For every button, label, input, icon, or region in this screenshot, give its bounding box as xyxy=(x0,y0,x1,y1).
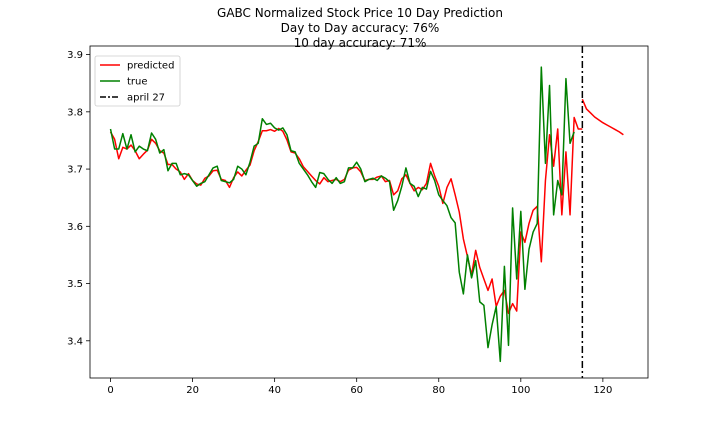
legend-label-predicted: predicted xyxy=(127,61,174,72)
series-line-forecast xyxy=(581,98,624,136)
x-tick-label: 0 xyxy=(107,385,113,396)
y-tick-label: 3.9 xyxy=(67,50,83,61)
x-tick-label: 120 xyxy=(593,385,612,396)
x-tick-label: 20 xyxy=(186,385,199,396)
legend: predicted true april 27 xyxy=(94,55,181,107)
y-tick-label: 3.4 xyxy=(67,336,83,347)
series-layer xyxy=(109,46,624,378)
chart-subtitle-line-2: 10 day accuracy: 71% xyxy=(293,36,427,50)
y-tick-label: 3.5 xyxy=(67,279,83,290)
axes-layer: 0 20 40 60 80 100 120 3.4 3.5 3.6 3.7 3.8 3.9 xyxy=(67,45,649,396)
legend-box xyxy=(94,55,181,107)
series-line-true xyxy=(109,66,575,363)
x-tick-label: 60 xyxy=(350,385,363,396)
legend-label-april-27: april 27 xyxy=(127,93,165,104)
legend-label-true: true xyxy=(127,77,148,88)
x-tick-label: 80 xyxy=(432,385,445,396)
x-tick-label: 100 xyxy=(511,385,530,396)
chart-title: GABC Normalized Stock Price 10 Day Predi… xyxy=(217,6,503,20)
x-tick-label: 40 xyxy=(268,385,281,396)
plot-frame xyxy=(89,45,649,379)
y-tick-label: 3.8 xyxy=(67,107,83,118)
chart-subtitle-line-1: Day to Day accuracy: 76% xyxy=(280,21,440,35)
series-line-predicted xyxy=(109,116,583,315)
y-tick-label: 3.6 xyxy=(67,222,83,233)
y-tick-label: 3.7 xyxy=(67,165,83,176)
